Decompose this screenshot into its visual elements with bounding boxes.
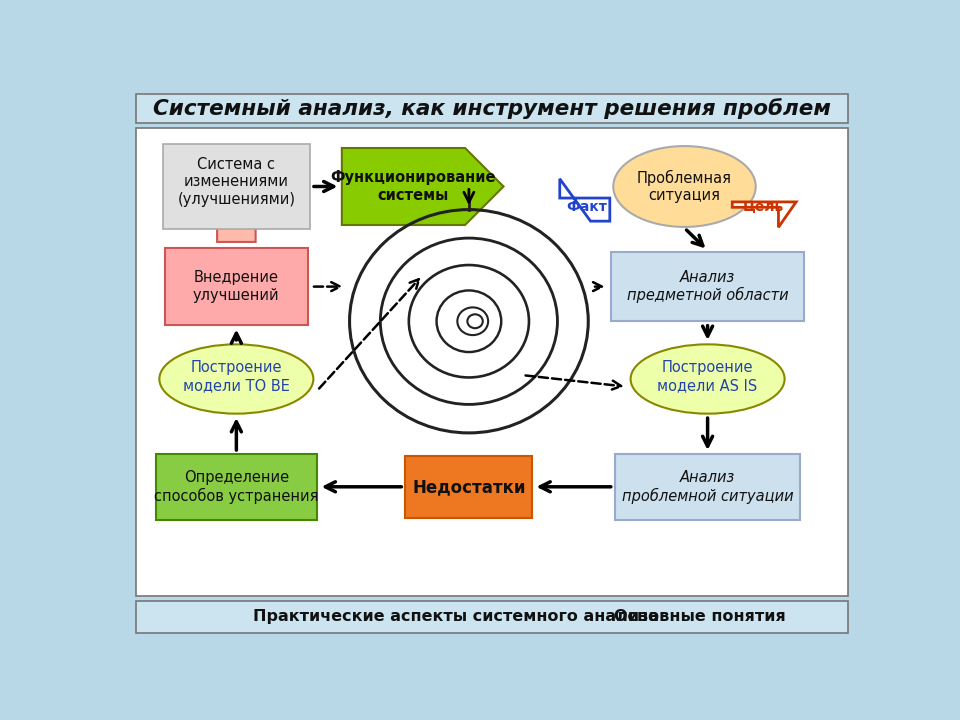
Text: Анализ
предметной области: Анализ предметной области: [627, 270, 788, 304]
Text: Функционирование
системы: Функционирование системы: [330, 171, 496, 203]
Text: Определение
способов устранения: Определение способов устранения: [155, 470, 319, 504]
Text: Практические аспекты системного анализа: Практические аспекты системного анализа: [253, 609, 660, 624]
Text: Система с
изменениями
(улучшениями): Система с изменениями (улучшениями): [178, 157, 296, 207]
Polygon shape: [342, 148, 504, 225]
FancyBboxPatch shape: [136, 600, 848, 633]
Bar: [163, 144, 309, 229]
FancyArrow shape: [208, 188, 264, 242]
Ellipse shape: [159, 344, 313, 414]
Polygon shape: [732, 202, 796, 228]
Bar: [405, 456, 533, 518]
Text: Проблемная
ситуация: Проблемная ситуация: [637, 170, 732, 203]
Polygon shape: [560, 179, 610, 221]
Text: Основные понятия: Основные понятия: [614, 609, 786, 624]
Ellipse shape: [613, 146, 756, 227]
Text: Построение
модели ТО ВЕ: Построение модели ТО ВЕ: [183, 361, 290, 393]
Text: Анализ
проблемной ситуации: Анализ проблемной ситуации: [622, 470, 793, 504]
FancyBboxPatch shape: [136, 94, 848, 123]
Bar: [165, 248, 307, 325]
Bar: [615, 454, 800, 520]
Text: Факт: Факт: [566, 200, 607, 215]
Text: Внедрение
улучшений: Внедрение улучшений: [193, 271, 279, 303]
FancyBboxPatch shape: [136, 128, 848, 596]
Ellipse shape: [631, 344, 784, 414]
Text: Недостатки: Недостатки: [412, 478, 526, 496]
Bar: [156, 454, 317, 520]
Bar: [612, 252, 804, 321]
Text: Цель: Цель: [742, 199, 783, 212]
Text: Построение
модели AS IS: Построение модели AS IS: [658, 361, 757, 393]
Text: Системный анализ, как инструмент решения проблем: Системный анализ, как инструмент решения…: [153, 98, 831, 120]
